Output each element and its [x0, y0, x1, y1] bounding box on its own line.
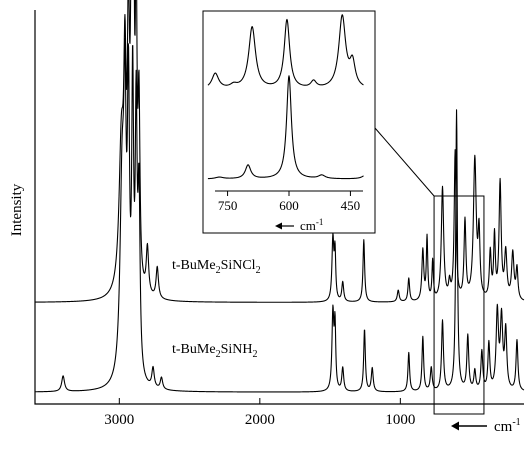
- inset-arrow-head-icon: [275, 222, 282, 230]
- x-tick-label: 2000: [245, 412, 275, 428]
- inset-x-tick-label: 450: [341, 198, 361, 213]
- inset-x-tick-label: 750: [218, 198, 238, 213]
- spectrum-line-t-bume2sinh2: [34, 37, 525, 393]
- x-axis-arrow-head-icon: [451, 421, 459, 431]
- inset-x-axis-ticks: 750 600 450: [215, 190, 363, 213]
- x-tick-label: 3000: [104, 412, 134, 428]
- x-axis-unit: cm-1: [494, 417, 521, 435]
- zoom-connector-line: [374, 127, 435, 197]
- zoom-region-box: [433, 195, 485, 415]
- series-label-t-bume2sinh2: t-BuMe2SiNH2: [172, 342, 257, 360]
- inset-line-t-bume2sincl2: [207, 14, 364, 86]
- y-axis-label: Intensity: [9, 183, 25, 236]
- x-axis-ticks: 3000 2000 1000: [104, 398, 415, 428]
- main-axes-frame: [34, 10, 524, 405]
- inset-x-tick-label: 600: [279, 198, 299, 213]
- inset-line-t-bume2sinh2: [207, 75, 364, 180]
- x-tick-label: 1000: [385, 412, 415, 428]
- spectrum-line-t-bume2sincl2: [34, 0, 525, 303]
- inset-x-axis-unit: cm-1: [300, 217, 323, 233]
- series-label-t-bume2sincl2: t-BuMe2SiNCl2: [172, 258, 261, 276]
